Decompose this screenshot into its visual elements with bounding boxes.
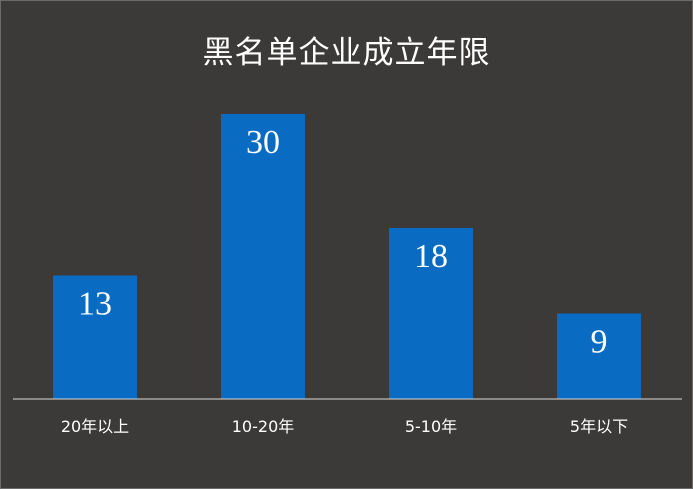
x-tick-label-2: 5-10年 — [405, 417, 457, 436]
x-tick-label-3: 5年以下 — [570, 417, 628, 436]
bar-1 — [221, 114, 305, 399]
bar-0 — [53, 275, 137, 399]
bar-value-label-0: 13 — [78, 286, 112, 323]
x-tick-label-0: 20年以上 — [61, 417, 129, 436]
bars-layer: 13 30 18 9 — [53, 114, 641, 399]
bar-value-label-1: 30 — [246, 124, 280, 161]
bar-2 — [389, 228, 473, 399]
chart-title: 黑名单企业成立年限 — [202, 35, 491, 71]
bar-value-label-3: 9 — [591, 324, 608, 361]
bar-3 — [557, 313, 641, 399]
tick-labels-layer: 20年以上 10-20年 5-10年 5年以下 — [61, 417, 628, 436]
bar-value-label-2: 18 — [414, 238, 448, 275]
x-tick-label-1: 10-20年 — [232, 417, 295, 436]
